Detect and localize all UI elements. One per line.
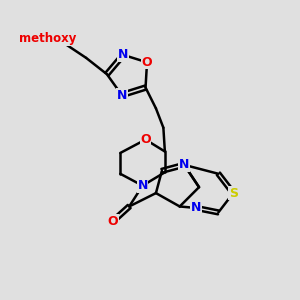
Text: N: N [137, 179, 148, 192]
Text: N: N [191, 202, 201, 214]
Text: N: N [179, 158, 189, 171]
Text: O: O [107, 215, 118, 228]
Text: N: N [118, 48, 128, 62]
Text: methoxy: methoxy [19, 32, 76, 45]
Text: O: O [140, 133, 151, 146]
Text: N: N [117, 88, 127, 101]
Text: S: S [229, 187, 238, 200]
Text: O: O [142, 56, 152, 69]
